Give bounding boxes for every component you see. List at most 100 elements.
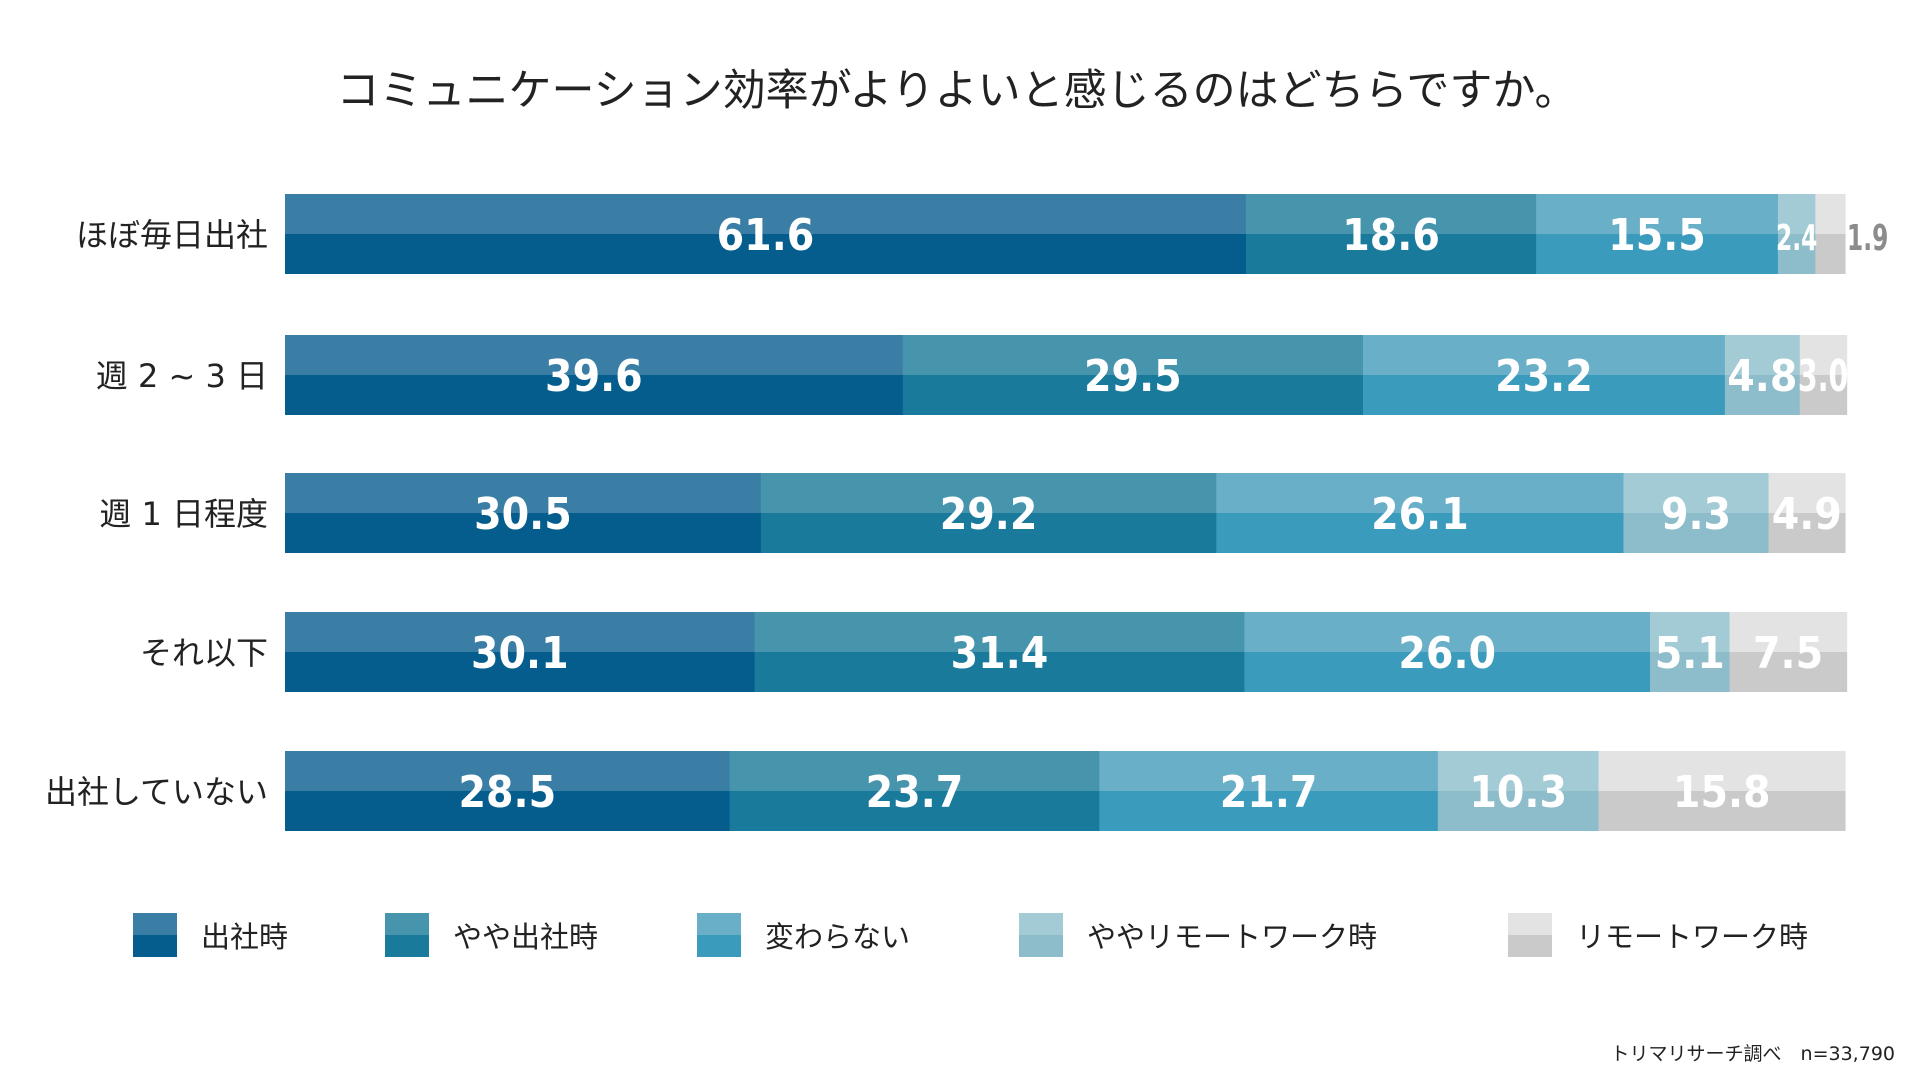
bar-segment xyxy=(1650,612,1731,692)
value-label: 26.0 xyxy=(1398,628,1496,679)
bar-segment-bottom xyxy=(754,652,1245,692)
legend-swatch-top xyxy=(133,913,177,935)
bar-segment-top xyxy=(1724,335,1801,375)
bar-segment-top xyxy=(1799,335,1848,375)
legend-swatch-bottom xyxy=(133,935,177,957)
legend-swatch-top xyxy=(697,913,741,935)
bar-segment-top xyxy=(1623,473,1770,513)
bar-segment-top xyxy=(1598,751,1846,791)
legend-item: やや出社時 xyxy=(385,913,598,957)
bar-segment-top xyxy=(285,335,904,375)
value-label: 2.4 xyxy=(1776,218,1817,259)
value-label: 30.5 xyxy=(474,489,572,540)
bar-segment-bottom xyxy=(1768,513,1846,553)
bar-segment-bottom xyxy=(1724,375,1801,415)
legend-label: やや出社時 xyxy=(453,920,598,954)
legend-swatch-top xyxy=(1019,913,1063,935)
bar-segment-bottom xyxy=(1244,652,1651,692)
bar-segment-top xyxy=(285,612,756,652)
legend-swatch-bottom xyxy=(1019,935,1063,957)
bar-segment xyxy=(1815,194,1846,274)
bar-segment-bottom xyxy=(285,791,731,831)
value-label: 4.9 xyxy=(1772,489,1842,540)
bar-segment-top xyxy=(285,751,731,791)
bar-segment-top xyxy=(1536,194,1779,234)
bar-segment xyxy=(902,335,1364,415)
legend-swatch-top xyxy=(1508,913,1552,935)
value-label: 61.6 xyxy=(717,210,815,261)
bar-segment xyxy=(1729,612,1848,692)
value-label: 28.5 xyxy=(458,767,556,818)
bar-segment-top xyxy=(1815,194,1846,234)
bar-segment xyxy=(285,612,756,692)
legend-item: 出社時 xyxy=(133,913,288,957)
bar-segment-bottom xyxy=(285,234,1247,274)
value-label: 30.1 xyxy=(471,628,569,679)
bar-segment-top xyxy=(1216,473,1625,513)
bar-segment-bottom xyxy=(902,375,1364,415)
value-labels: 61.6 18.6 15.5 2.4 1.9 39.6 29.5 23.2 4.8 3.0 30.5… xyxy=(458,210,1888,818)
bar-segment-top xyxy=(1244,612,1651,652)
bar-segment xyxy=(1216,473,1625,553)
bar-segment xyxy=(754,612,1245,692)
value-label: 23.2 xyxy=(1495,351,1593,402)
value-label: 5.1 xyxy=(1655,628,1725,679)
value-label: 15.5 xyxy=(1608,210,1706,261)
value-label: 7.5 xyxy=(1753,628,1823,679)
bar-segment-bottom xyxy=(729,791,1100,831)
legend-label: ややリモートワーク時 xyxy=(1087,920,1377,954)
value-label: 39.6 xyxy=(545,351,643,402)
legend-label: 出社時 xyxy=(201,920,288,954)
bar-segment xyxy=(1777,194,1816,274)
bar-segment-top xyxy=(1437,751,1600,791)
category-label: 出社していない xyxy=(45,773,268,811)
bar-segment-bottom xyxy=(1536,234,1779,274)
bar-segment xyxy=(285,335,904,415)
value-label: 18.6 xyxy=(1342,210,1440,261)
bar-segment-bottom xyxy=(1245,234,1537,274)
bar-segment xyxy=(1724,335,1801,415)
bar-segment-bottom xyxy=(1777,234,1816,274)
value-label: 31.4 xyxy=(951,628,1049,679)
bar-segment xyxy=(1437,751,1600,831)
bar-segment-top xyxy=(1099,751,1439,791)
bar-segment xyxy=(1536,194,1779,274)
legend-item: リモートワーク時 xyxy=(1508,913,1808,957)
bar-segment-top xyxy=(285,194,1247,234)
bar-segment xyxy=(760,473,1217,553)
bar-segment-bottom xyxy=(285,375,904,415)
bar-segment xyxy=(1799,335,1848,415)
bar-segment xyxy=(1099,751,1439,831)
value-label: 23.7 xyxy=(866,767,964,818)
value-label: 1.9 xyxy=(1847,218,1888,259)
bar-segment-top xyxy=(1362,335,1726,375)
bar-segment xyxy=(285,194,1247,274)
value-label: 26.1 xyxy=(1371,489,1469,540)
category-label: 週 2 ~ 3 日 xyxy=(96,357,268,395)
bar-segment-bottom xyxy=(285,652,756,692)
value-label: 3.0 xyxy=(1798,351,1848,403)
bar-segment xyxy=(1244,612,1651,692)
bar-segment-bottom xyxy=(285,513,762,553)
legend-label: 変わらない xyxy=(765,920,910,954)
bar-segment xyxy=(729,751,1100,831)
bar-segment xyxy=(1598,751,1846,831)
bar-segment xyxy=(1768,473,1846,553)
bar-segment-bottom xyxy=(1623,513,1770,553)
bar-segment-bottom xyxy=(1650,652,1731,692)
bar-segment-bottom xyxy=(1598,791,1846,831)
legend-swatch-bottom xyxy=(697,935,741,957)
bar-segment-top xyxy=(902,335,1364,375)
category-label: それ以下 xyxy=(140,634,268,672)
bar-segment-bottom xyxy=(1099,791,1439,831)
bar-segment xyxy=(1623,473,1770,553)
legend-swatch-bottom xyxy=(1508,935,1552,957)
bar-segment-bottom xyxy=(1729,652,1848,692)
bar-segment-bottom xyxy=(1799,375,1848,415)
bar-segment-top xyxy=(760,473,1217,513)
value-label: 29.5 xyxy=(1084,351,1182,402)
bar-segment-top xyxy=(1777,194,1816,234)
bar-segment-bottom xyxy=(1437,791,1600,831)
